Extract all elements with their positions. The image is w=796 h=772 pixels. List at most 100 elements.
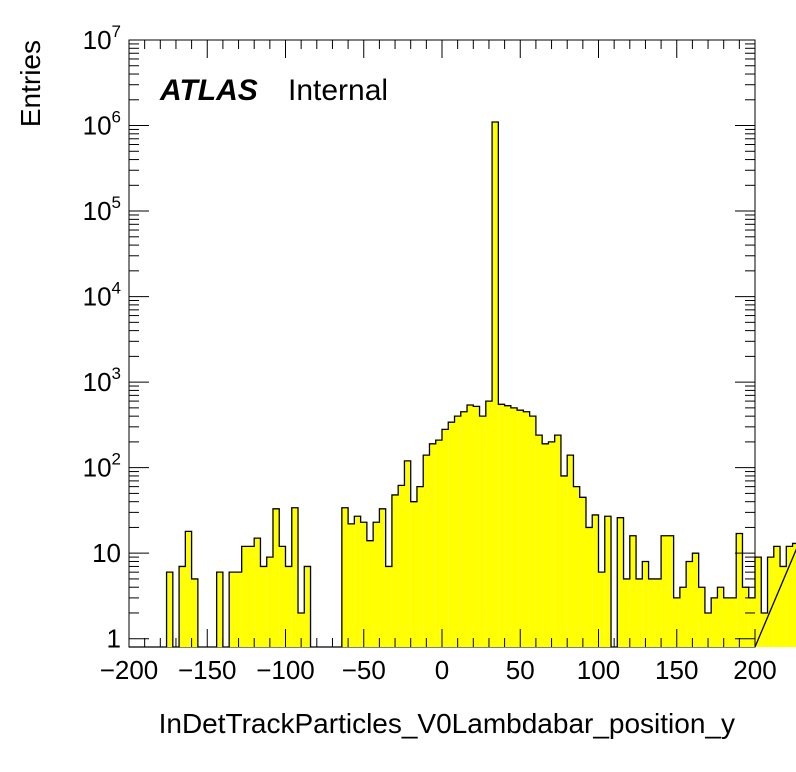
x-tick-label: −100 <box>256 655 315 685</box>
histogram-bin <box>529 416 536 647</box>
histogram-bin <box>279 546 286 647</box>
histogram-bin <box>385 566 392 647</box>
histogram-bin <box>661 535 668 647</box>
histogram-bin <box>673 597 680 647</box>
histogram-bin <box>510 407 518 647</box>
histogram-bin <box>416 486 424 647</box>
histogram-bin <box>479 416 486 647</box>
histogram-bin <box>711 597 718 647</box>
histogram-bin <box>185 531 192 647</box>
y-tick-label: 106 <box>83 108 121 141</box>
histogram-bin <box>686 561 693 647</box>
histogram-bin <box>229 572 236 647</box>
histogram-bin <box>780 566 787 647</box>
x-tick-label: 150 <box>655 655 698 685</box>
histogram-bin <box>736 533 743 647</box>
histogram-outline <box>129 121 796 648</box>
histogram-bin <box>579 497 586 647</box>
histogram-bin <box>442 429 449 647</box>
histogram-bin <box>704 612 712 647</box>
histogram-bin <box>467 405 474 647</box>
x-tick-label: 100 <box>577 655 620 685</box>
histogram-bin <box>554 435 561 647</box>
histogram-bin <box>767 557 774 647</box>
x-tick-label: −50 <box>342 655 386 685</box>
histogram-bin <box>429 443 436 647</box>
histogram-bin <box>692 553 699 647</box>
y-tick-label: 10 <box>92 538 121 568</box>
histogram-bin <box>636 578 643 647</box>
histogram-bin <box>567 455 574 647</box>
histogram-bin <box>517 410 524 647</box>
histogram-bin <box>473 406 480 647</box>
histogram-bin <box>254 538 261 647</box>
histogram-bin <box>360 522 367 647</box>
histogram-bin <box>623 578 630 647</box>
internal-label: Internal <box>288 74 388 107</box>
histogram-bin <box>742 587 749 647</box>
histogram-bin <box>373 522 380 647</box>
histogram-bin <box>241 546 248 647</box>
histogram-bin <box>285 566 292 647</box>
histogram-bin <box>379 508 386 647</box>
y-tick-label: 107 <box>83 22 121 55</box>
histogram-bin <box>585 527 593 647</box>
y-tick-label: 1 <box>107 624 121 654</box>
histogram-bin <box>492 121 499 647</box>
histogram-bin <box>398 485 405 647</box>
histogram-bin <box>667 535 674 647</box>
histogram-bin <box>216 572 223 647</box>
histogram-bin <box>792 543 796 647</box>
y-tick-label: 104 <box>83 279 121 312</box>
histogram-bin <box>179 566 186 647</box>
histogram-bin <box>629 535 637 647</box>
histogram-bin <box>535 435 543 647</box>
histogram-bin <box>266 557 273 647</box>
histogram-bin <box>354 516 361 647</box>
histogram-bin <box>755 557 762 647</box>
x-tick-labels: −200 −150 −100 −50 0 50 100 150 200 <box>100 655 777 685</box>
histogram-bin <box>604 516 612 647</box>
histogram-bin <box>698 587 705 647</box>
histogram-bin <box>291 507 299 647</box>
histogram-bin <box>435 440 442 647</box>
histogram-bin <box>598 572 605 647</box>
x-axis-title: InDetTrackParticles_V0Lambdabar_position… <box>159 708 735 739</box>
y-tick-label: 105 <box>83 193 121 226</box>
histogram-bin <box>648 578 655 647</box>
histogram-bin <box>191 578 198 647</box>
histogram-bin <box>560 475 568 647</box>
histogram-bin <box>548 441 555 647</box>
histogram-bin <box>679 587 687 647</box>
histogram-bin <box>723 597 730 647</box>
histogram-bin <box>448 422 455 647</box>
x-tick-label: 200 <box>733 655 776 685</box>
histogram-bin <box>348 523 355 647</box>
histogram-bin <box>617 517 624 647</box>
histogram-bin <box>573 486 580 647</box>
histogram-bin <box>504 405 511 647</box>
histogram-bin <box>748 597 755 647</box>
histogram-bin <box>642 561 649 647</box>
histogram-bin <box>498 404 505 647</box>
histogram-bin <box>542 443 549 647</box>
y-tick-label: 103 <box>83 364 121 397</box>
x-tick-label: −200 <box>100 655 159 685</box>
histogram-bin <box>523 411 530 647</box>
histogram-bars <box>129 121 796 648</box>
axis-ticks <box>128 39 756 647</box>
histogram-bin <box>786 546 793 647</box>
histogram-bin <box>235 572 242 647</box>
histogram-bin <box>166 572 173 647</box>
y-tick-label: 102 <box>83 450 121 483</box>
histogram-bin <box>717 587 724 647</box>
y-tick-labels: 1 10 102 103 104 105 106 107 <box>83 22 121 654</box>
histogram-bin <box>341 507 349 647</box>
histogram-bin <box>460 411 468 647</box>
x-tick-label: 0 <box>435 655 449 685</box>
histogram-bin <box>304 566 311 647</box>
x-tick-label: −150 <box>178 655 237 685</box>
x-tick-label: 50 <box>506 655 535 685</box>
histogram-bin <box>404 460 411 647</box>
